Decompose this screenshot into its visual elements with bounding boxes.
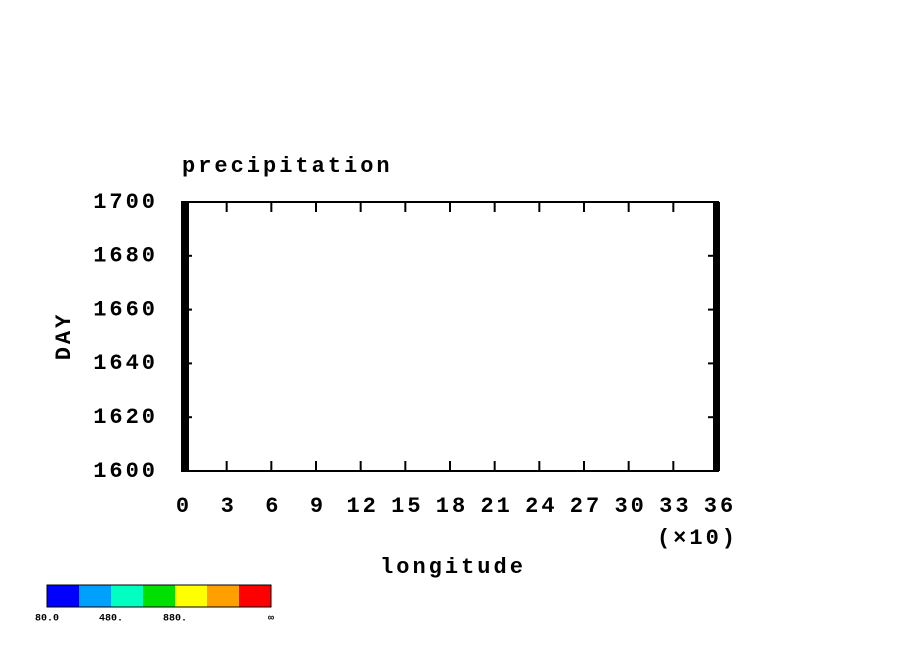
colorbar-label: 480. [99,614,123,625]
colorbar-swatch [47,585,79,607]
y-axis-label: DAY [52,312,77,361]
x-axis-label: longitude [380,555,526,580]
colorbar-swatch [175,585,207,607]
left-edge-band [182,202,189,471]
colorbar-swatch [111,585,143,607]
x-scale-label: (×10) [657,526,738,551]
x-tick-label: 12 [346,494,378,519]
chart-title: precipitation [182,154,393,179]
colorbar-swatch [79,585,111,607]
y-tick-label: 1600 [93,459,158,484]
colorbar-label: 80.0 [35,614,59,625]
x-tick-label: 36 [704,494,736,519]
y-tick-label: 1700 [93,190,158,215]
colorbar-label: ∞ [268,614,274,625]
x-tick-label: 6 [265,494,281,519]
y-tick-label: 1620 [93,405,158,430]
x-tick-label: 33 [659,494,691,519]
x-tick-label: 0 [176,494,192,519]
x-tick-label: 15 [391,494,423,519]
colorbar-swatch [207,585,239,607]
right-edge-band [713,202,720,471]
x-tick-label: 30 [614,494,646,519]
colorbar-swatch [239,585,271,607]
x-tick-label: 27 [570,494,602,519]
x-tick-label: 9 [310,494,326,519]
x-tick-label: 21 [480,494,512,519]
y-tick-label: 1640 [93,351,158,376]
x-tick-label: 18 [436,494,468,519]
y-tick-label: 1680 [93,244,158,269]
colorbar-swatch [143,585,175,607]
y-tick-label: 1660 [93,297,158,322]
x-tick-label: 24 [525,494,557,519]
x-tick-label: 3 [221,494,237,519]
colorbar-label: 880. [163,614,187,625]
colorbar-frame [46,584,272,608]
